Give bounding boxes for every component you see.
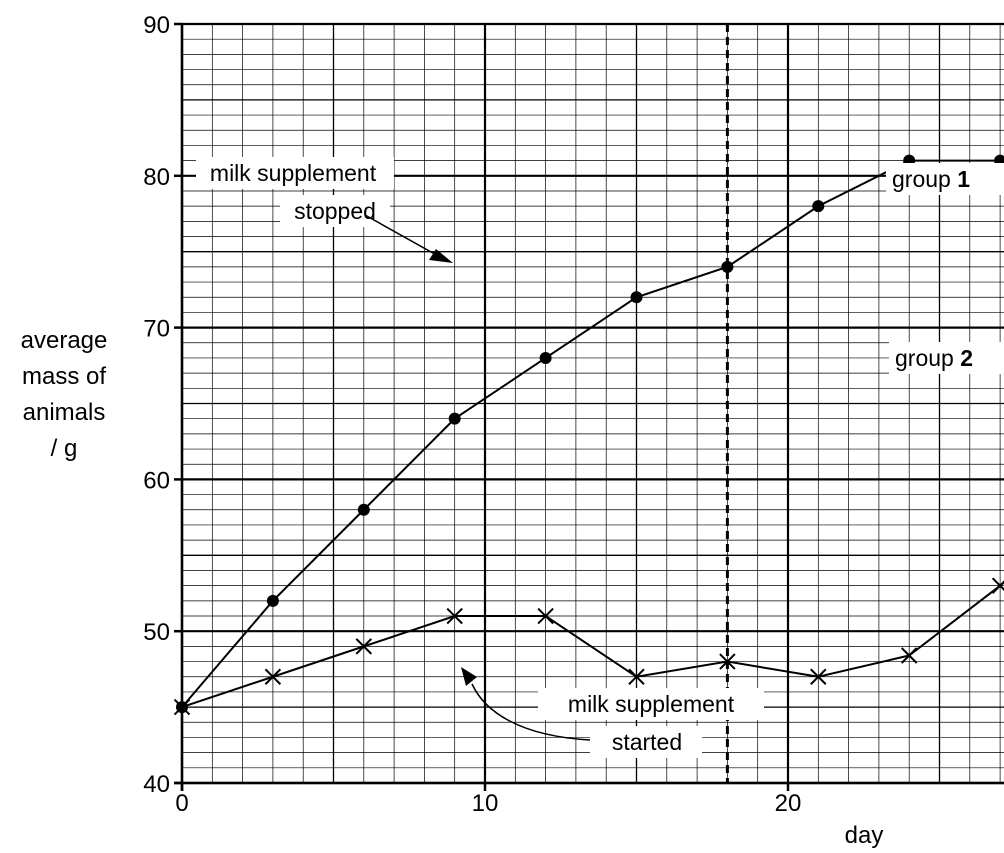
axes	[174, 24, 1004, 791]
annotation-started-arrowhead	[461, 667, 477, 686]
series-1-point	[357, 503, 370, 516]
series-2-point	[446, 607, 463, 625]
series-1-point	[630, 291, 643, 304]
annotation-stopped-line1: milk supplement	[210, 160, 377, 186]
series-2-point	[991, 577, 1004, 594]
annotation-stopped-line2: stopped	[294, 198, 376, 224]
series-1-point	[539, 351, 552, 364]
x-axis-title: day	[845, 822, 884, 849]
annotation-stopped-arrowhead	[429, 249, 453, 263]
series-2-line	[181, 581, 1004, 709]
group-2-text: group	[895, 345, 960, 371]
y-axis-title-line1: average	[21, 327, 108, 354]
series	[173, 154, 1004, 716]
tick-labels: 01020304050405060708090	[143, 12, 802, 817]
series-1-point	[812, 200, 825, 213]
annotation-started-line2: started	[612, 729, 682, 755]
label-group-1: group 1	[886, 163, 1004, 195]
series-1-point	[266, 594, 279, 607]
series-2-point	[719, 653, 736, 670]
svg-text:group 1: group 1	[892, 166, 970, 192]
series-1-point	[448, 412, 461, 425]
x-tick-label: 20	[775, 790, 802, 817]
y-tick-label: 90	[143, 12, 170, 39]
series-1-line	[181, 158, 1004, 708]
series-2-point	[810, 668, 827, 685]
y-tick-label: 40	[143, 771, 170, 798]
y-tick-label: 50	[143, 619, 170, 646]
y-axis-title-line3: animals	[23, 399, 106, 426]
grid	[180, 22, 1004, 785]
y-tick-label: 80	[143, 164, 170, 191]
y-tick-label: 60	[143, 467, 170, 494]
annotation-stopped: milk supplement stopped	[196, 157, 453, 263]
group-1-number: 1	[957, 166, 970, 192]
series-2-point	[264, 668, 282, 685]
svg-text:group 2: group 2	[895, 345, 973, 371]
series-2-point	[173, 698, 191, 716]
group-1-text: group	[892, 166, 957, 192]
x-tick-label: 0	[175, 790, 188, 817]
annotation-stopped-arrow-shaft	[364, 214, 441, 258]
x-tick-label: 10	[472, 790, 499, 817]
y-tick-label: 70	[143, 316, 170, 343]
y-axis-title: average mass of animals / g	[21, 327, 108, 462]
annotation-started: milk supplement started	[461, 667, 764, 758]
series-2-point	[537, 607, 554, 625]
annotation-started-line1: milk supplement	[568, 691, 735, 717]
series-2-point	[355, 638, 373, 655]
label-group-2: group 2	[889, 342, 1004, 374]
y-axis-title-line2: mass of	[22, 363, 106, 390]
annotation-started-arrow-shaft	[471, 683, 591, 741]
group-2-number: 2	[960, 345, 973, 371]
series-2-point	[900, 647, 918, 664]
series-1-point	[721, 260, 734, 273]
y-axis-title-line4: / g	[51, 435, 78, 462]
series-2-point	[628, 668, 645, 685]
